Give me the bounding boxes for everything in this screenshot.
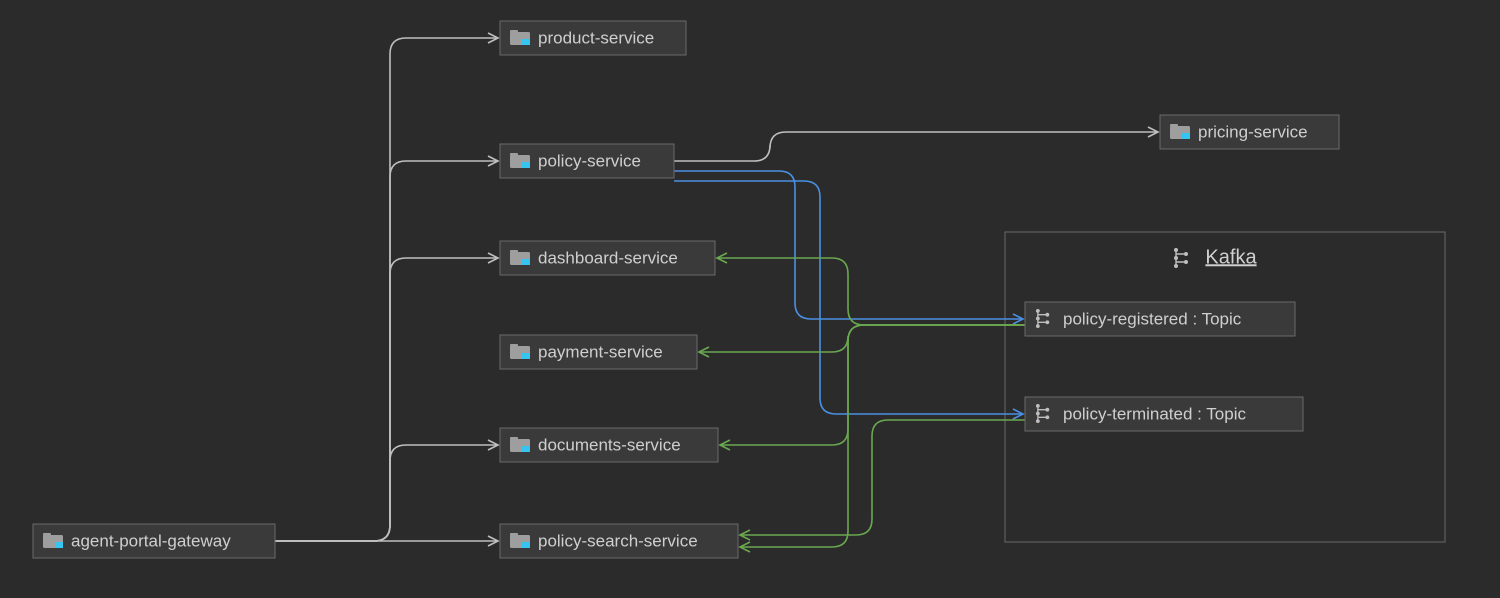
- node-payment-label: payment-service: [538, 342, 663, 361]
- architecture-diagram: Kafka agent-portal-gateway product-service…: [0, 0, 1500, 598]
- edge: [275, 445, 498, 541]
- node-dashboard: dashboard-service: [500, 241, 715, 275]
- folder-icon: [510, 344, 530, 359]
- edge: [717, 258, 1025, 325]
- kafka-icon: [1174, 248, 1188, 268]
- node-policy-label: policy-service: [538, 151, 641, 170]
- node-gateway: agent-portal-gateway: [33, 524, 275, 558]
- edge: [275, 161, 498, 541]
- node-kafka_topic_reg-label: policy-registered : Topic: [1063, 309, 1242, 328]
- node-pricing: pricing-service: [1160, 115, 1339, 149]
- node-kafka_topic_trm: policy-terminated : Topic: [1025, 397, 1303, 431]
- node-dashboard-label: dashboard-service: [538, 248, 678, 267]
- node-kafka_topic_reg: policy-registered : Topic: [1025, 302, 1295, 336]
- folder-icon: [510, 533, 530, 548]
- node-policysearch-label: policy-search-service: [538, 531, 698, 550]
- folder-icon: [1170, 124, 1190, 139]
- node-policysearch: policy-search-service: [500, 524, 738, 558]
- node-documents: documents-service: [500, 428, 718, 462]
- node-documents-label: documents-service: [538, 435, 681, 454]
- node-policy: policy-service: [500, 144, 674, 178]
- node-payment: payment-service: [500, 335, 697, 369]
- node-kafka_topic_trm-label: policy-terminated : Topic: [1063, 404, 1246, 423]
- node-pricing-label: pricing-service: [1198, 122, 1308, 141]
- folder-icon: [510, 153, 530, 168]
- kafka-group: Kafka: [1005, 232, 1445, 542]
- folder-icon: [43, 533, 63, 548]
- node-gateway-label: agent-portal-gateway: [71, 531, 231, 550]
- edge: [674, 132, 1158, 161]
- edge: [699, 325, 1025, 352]
- edge: [275, 258, 498, 541]
- kafka-group-title: Kafka: [1205, 246, 1257, 268]
- folder-icon: [510, 250, 530, 265]
- folder-icon: [510, 30, 530, 45]
- edge: [275, 38, 498, 541]
- node-product: product-service: [500, 21, 686, 55]
- node-product-label: product-service: [538, 28, 654, 47]
- edge-layer: [275, 33, 1158, 552]
- node-layer: agent-portal-gateway product-service polic…: [33, 21, 1339, 558]
- edge: [740, 420, 1025, 535]
- edge: [720, 325, 1025, 445]
- folder-icon: [510, 437, 530, 452]
- edge: [740, 325, 1025, 547]
